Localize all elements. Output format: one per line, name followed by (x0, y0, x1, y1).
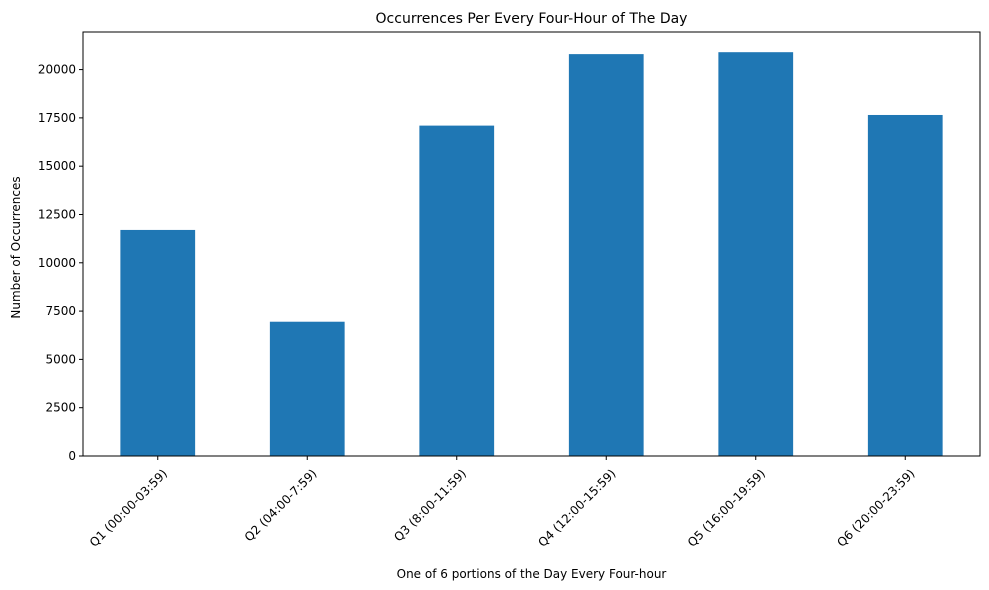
bar-6 (867, 114, 943, 456)
y-tick-label: 17500 (38, 111, 76, 125)
y-tick-label: 2500 (45, 401, 76, 415)
y-tick-label: 7500 (45, 304, 76, 318)
x-axis-label: One of 6 portions of the Day Every Four-… (397, 567, 667, 581)
y-tick-label: 10000 (38, 256, 76, 270)
y-axis-label: Number of Occurrences (9, 176, 23, 318)
plot-area (82, 31, 981, 457)
bar-2 (269, 321, 345, 456)
y-tick-label: 5000 (45, 352, 76, 366)
bar-5 (718, 52, 794, 456)
chart-title: Occurrences Per Every Four-Hour of The D… (376, 11, 688, 27)
bar-3 (419, 125, 495, 457)
y-axis: 0 2500 5000 7500 10000 12500 15000 17500 20000 (38, 63, 83, 463)
bar-4 (568, 54, 644, 457)
y-tick-label: 15000 (38, 159, 76, 173)
bar-1 (120, 229, 196, 456)
plot-frame (82, 31, 981, 457)
y-tick-label: 0 (68, 449, 76, 463)
y-tick-label: 20000 (38, 63, 76, 77)
y-tick-label: 12500 (38, 207, 76, 221)
